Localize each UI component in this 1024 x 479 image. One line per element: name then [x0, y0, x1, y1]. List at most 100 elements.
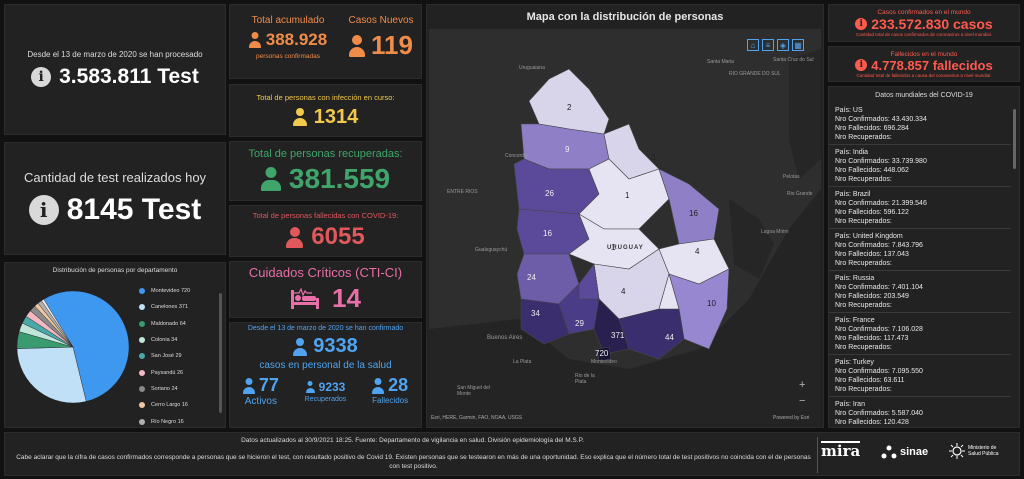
list-item[interactable]: País: Russia Nro Confirmados: 7.401.104 Nr… [829, 271, 1011, 313]
zoom-in-button[interactable]: + [799, 379, 806, 391]
en-curso-value: 1314 [313, 105, 359, 128]
list-item[interactable]: País: Iran Nro Confirmados: 5.587.040 Nro … [835, 401, 923, 426]
list-item[interactable]: País: US Nro Confirmados: 43.430.334 Nro F… [829, 103, 1011, 145]
map-label: San Miguel del Monte [457, 385, 491, 397]
tests-total-value: 3.583.811 Test [59, 65, 199, 88]
map-label: Gualeguaychú [475, 247, 508, 253]
list-item[interactable]: País: France Nro Confirmados: 7.106.028 Nr… [829, 313, 1011, 355]
map-label: Rio de la Plata [575, 373, 595, 385]
legend-swatch [139, 369, 145, 376]
legend-swatch [139, 385, 145, 392]
world-cases-subtitle: Cantidad total de casos confirmados de c… [855, 32, 993, 37]
list-item[interactable]: País: Turkey Nro Confirmados: 7.095.550 Nr… [829, 355, 1011, 397]
recuperados-label: Recuperados [304, 396, 347, 403]
footer-divider [817, 437, 818, 473]
map-label: RIO GRANDE DO SUL [729, 71, 781, 77]
legend-label: Colonia 34 [151, 337, 178, 344]
legend-item[interactable]: Montevideo 720 [139, 283, 215, 299]
legend-label: Maldonado 64 [151, 320, 186, 327]
layers-icon[interactable]: ◈ [777, 39, 789, 51]
person-icon [286, 226, 304, 248]
dept-chart-panel: Distribución de personas por departament… [4, 262, 226, 441]
activos-label: Activos [244, 396, 277, 407]
map-label: Buenos Aires [487, 335, 523, 341]
department-value: 24 [527, 273, 536, 282]
legend-label: Cerro Largo 16 [151, 402, 188, 409]
pie-slice-montevideo[interactable] [43, 290, 130, 402]
person-icon [372, 377, 385, 394]
world-deaths-subtitle: Cantidad total de fallecidos a causa del… [856, 72, 992, 78]
map-sea [429, 49, 821, 425]
legend-item[interactable]: Maldonado 64 [139, 316, 215, 332]
fallecidas-value: 6055 [311, 223, 365, 250]
list-item[interactable]: País: United Kingdom Nro Confirmados: 7.8… [829, 229, 1011, 271]
legend-scrollbar[interactable] [219, 293, 222, 413]
department-value: 29 [575, 319, 584, 328]
fallecidas-title: Total de personas fallecidas con COVID-1… [252, 211, 399, 220]
department-montevideo [596, 346, 612, 362]
dept-chart-title: Distribución de personas por departament… [52, 267, 178, 274]
legend-item[interactable]: Paysandú 26 [139, 364, 215, 380]
person-icon [292, 108, 307, 126]
personal-salud-value: 9338 [313, 335, 358, 357]
pie-slice-rocha[interactable] [41, 298, 74, 348]
map-label: Santa Maria [707, 59, 734, 65]
map-label: ENTRE RIOS [447, 189, 478, 195]
map-view[interactable]: 2 9 3 26 1 16 16 1 4 24 4 10 34 29 371 4… [429, 29, 821, 425]
recuperados-value: 9233 [318, 380, 346, 394]
list-item[interactable]: País: India Nro Confirmados: 33.739.980 Nr… [829, 145, 1011, 187]
acumulado-panel: Total acumulado 388.928 personas confirm… [229, 4, 422, 79]
legend-swatch [139, 288, 145, 295]
department-value: 1 [611, 243, 616, 252]
person-icon [293, 337, 308, 356]
list-item[interactable]: País: Brazil Nro Confirmados: 21.399.546 N… [829, 187, 1011, 229]
zoom-out-button[interactable]: − [799, 395, 806, 407]
info-icon: i [31, 67, 52, 87]
list-icon[interactable]: ≡ [762, 39, 774, 51]
person-icon [260, 166, 281, 191]
legend-swatch [139, 320, 145, 327]
en-curso-panel: Total de personas con infección en curso… [229, 84, 422, 137]
pie-slice-canelones[interactable] [16, 346, 87, 404]
map-label: Lagoa Mirim [761, 229, 789, 235]
legend-item[interactable]: Río Negro 16 [139, 413, 215, 429]
world-deaths-panel: Fallecidos en el mundo i 4.778.857 falle… [828, 46, 1020, 82]
pie-chart [16, 290, 130, 404]
fallecidos-label: Fallecidos [372, 396, 409, 405]
casos-nuevos-value: 119 [371, 30, 413, 60]
legend-label: San José 29 [151, 353, 182, 360]
legend-item[interactable]: San José 29 [139, 348, 215, 364]
department-value: 3 [651, 153, 656, 162]
map-powered-by[interactable]: Powered by Esri [773, 415, 810, 421]
map-attribution: Esri, HERE, Garmin, FAO, NOAA, USGS [431, 415, 523, 421]
legend-swatch [139, 304, 145, 311]
world-cases-title: Casos confirmados en el mundo [877, 9, 971, 16]
department-tacuarembo [578, 158, 670, 230]
casos-nuevos-title: Casos Nuevos [348, 15, 414, 26]
tests-total-panel: Desde el 13 de marzo de 2020 se han proc… [4, 4, 226, 135]
home-icon[interactable]: ⌂ [747, 39, 759, 51]
department-value: 16 [689, 209, 698, 218]
map-label: Uruguaiana [519, 65, 545, 71]
world-list[interactable]: País: US Nro Confirmados: 43.430.334 Nro F… [829, 103, 1011, 427]
world-list-scrollbar[interactable] [1013, 109, 1016, 169]
legend-item[interactable]: Cerro Largo 16 [139, 397, 215, 413]
info-icon: i [28, 195, 59, 225]
world-list-title: Datos mundiales del COVID-19 [875, 92, 973, 99]
legend-item[interactable]: Colonia 34 [139, 332, 215, 348]
footer-update-text: Datos actualizados al 30/9/2021 18:25. F… [241, 437, 584, 444]
world-list-panel: Datos mundiales del COVID-19 País: US Nro… [828, 86, 1020, 428]
legend-item[interactable]: Canelones 371 [139, 299, 215, 315]
legend-item[interactable]: Soriano 24 [139, 381, 215, 397]
person-icon [242, 377, 255, 394]
basemap-icon[interactable]: ▦ [792, 39, 804, 51]
recuperadas-title: Total de personas recuperadas: [248, 147, 403, 160]
uruguay-map[interactable] [429, 29, 821, 425]
mira-logo: mira [821, 441, 861, 460]
map-label: Montevideo [591, 359, 617, 365]
acumulado-subtitle: personas confirmadas [256, 53, 320, 60]
sinae-logo: sinae [881, 445, 928, 459]
cti-panel: Cuidados Críticos (CTI-CI) 14 [229, 261, 422, 318]
map-label: La Plata [513, 359, 532, 365]
department-lavalleja [618, 272, 680, 320]
